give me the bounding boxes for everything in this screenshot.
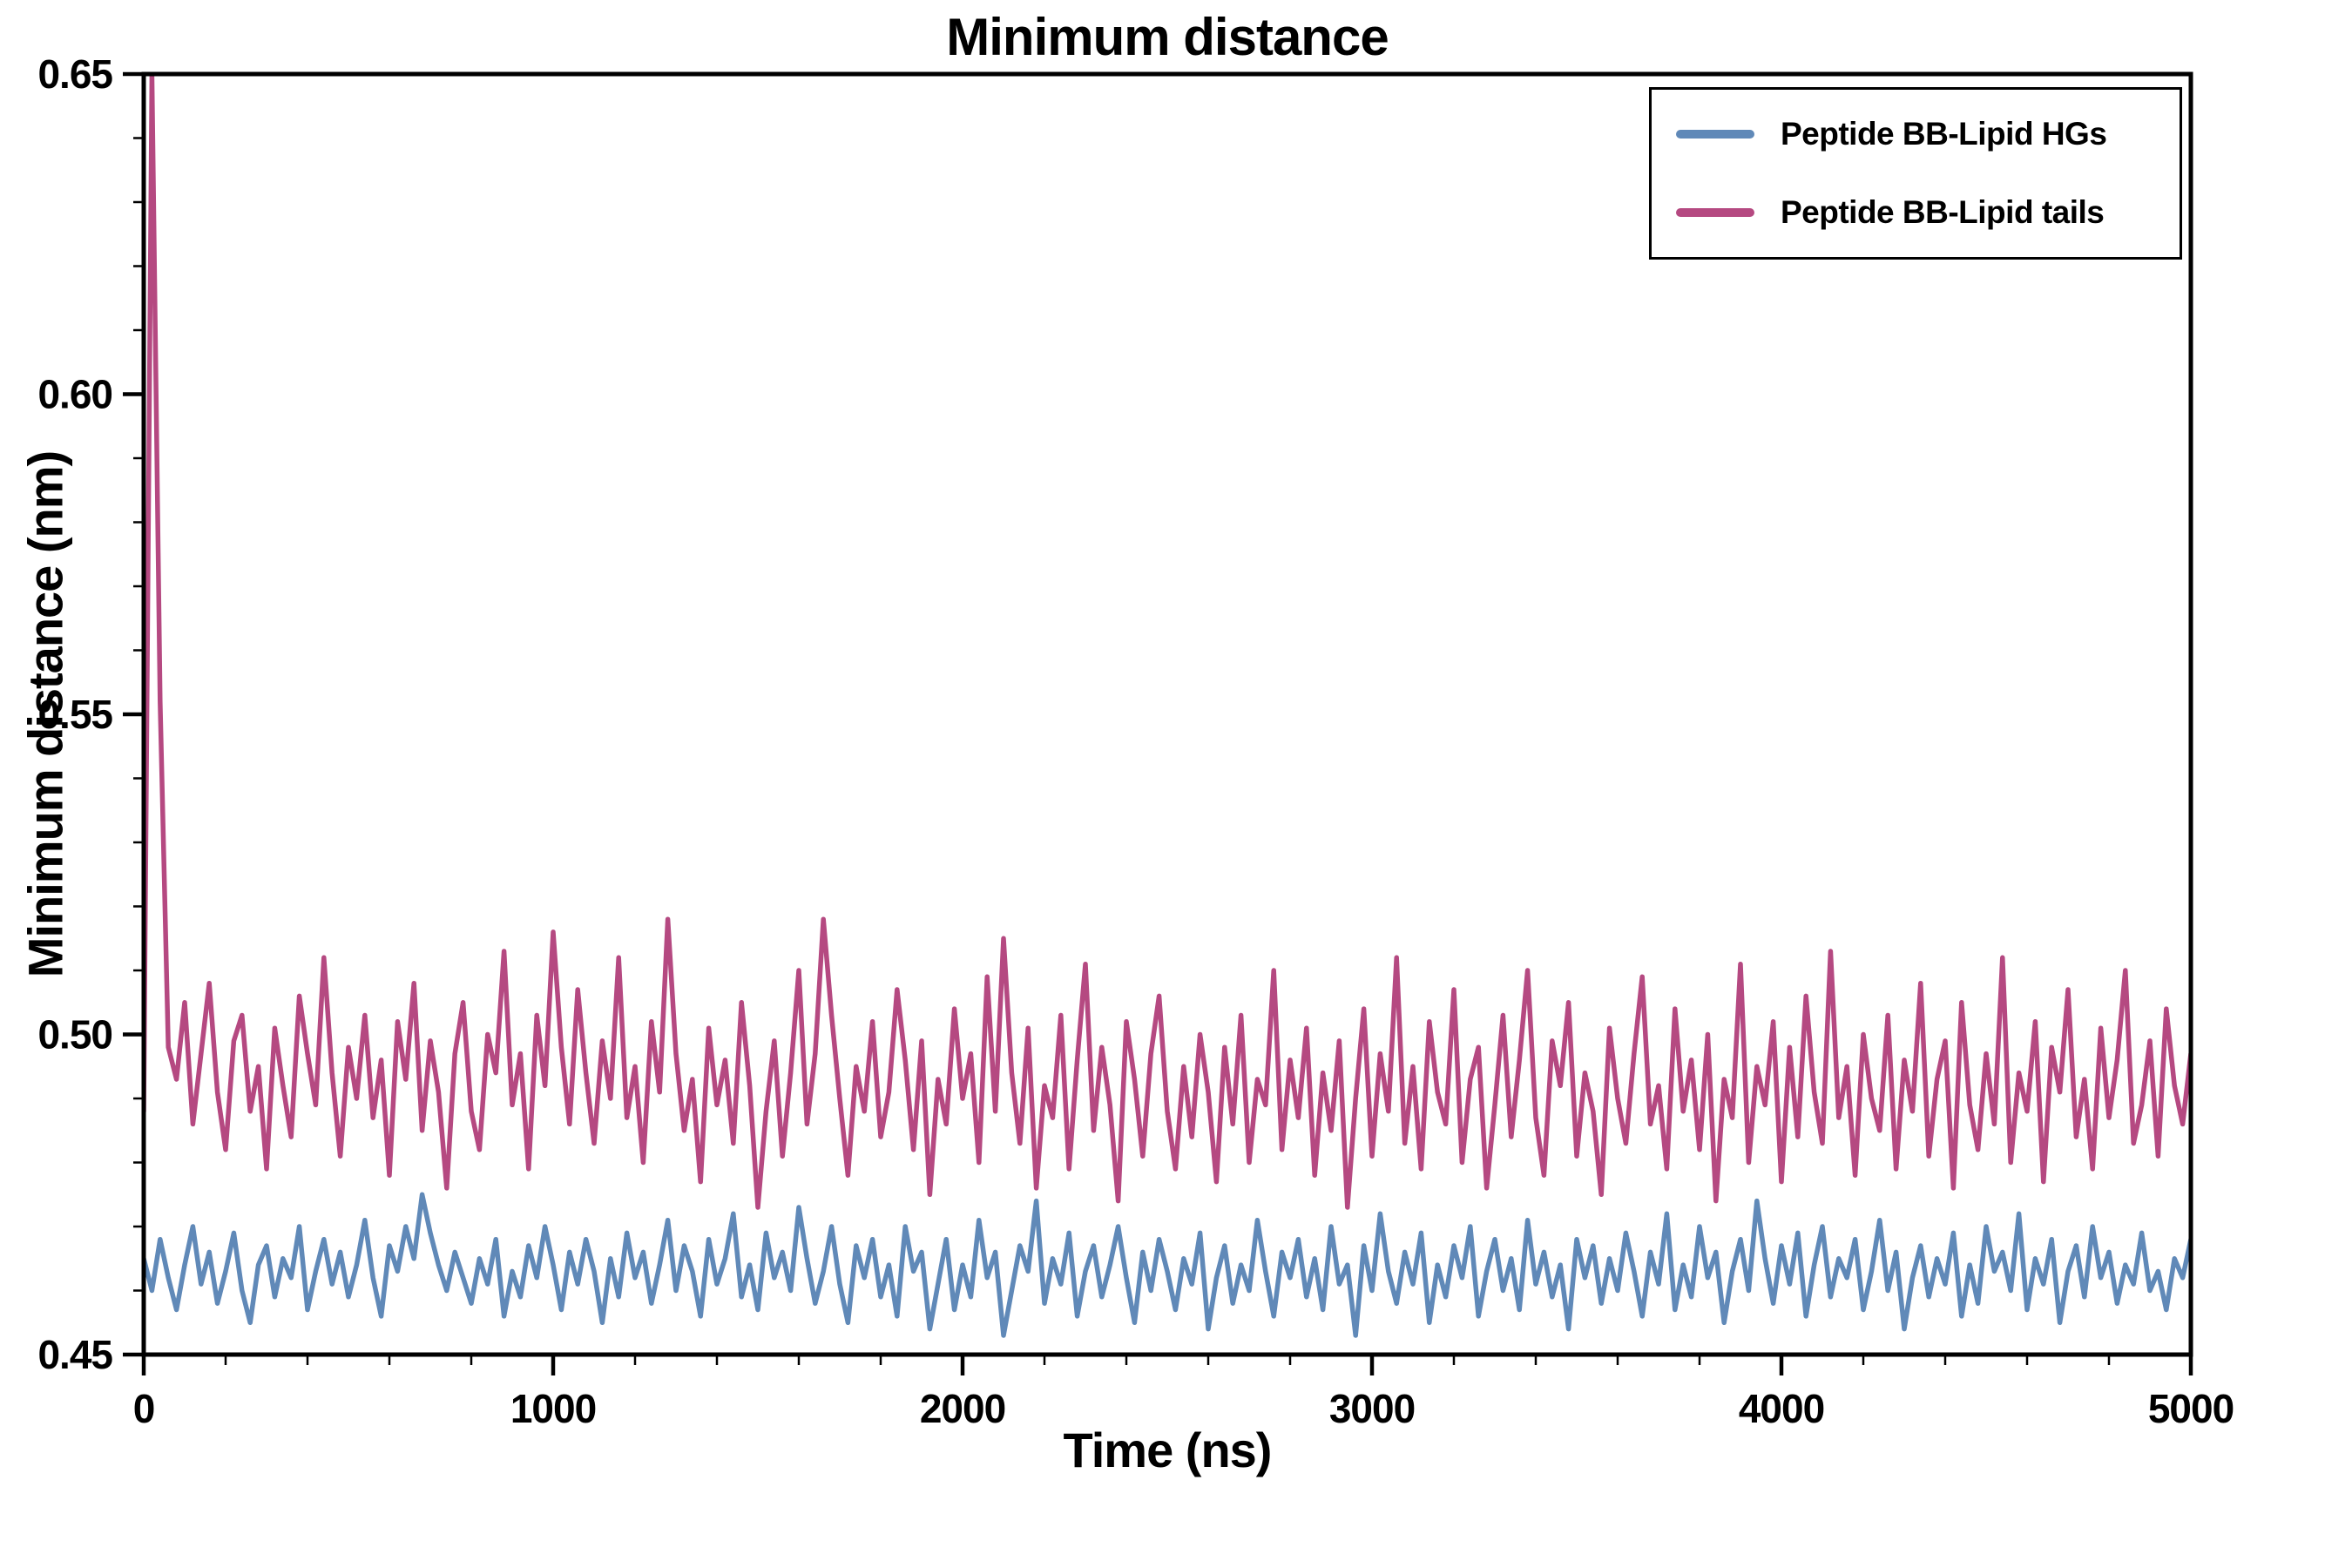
y-tick-label: 0.55 [37,692,112,737]
y-tick-label: 0.45 [37,1332,112,1377]
x-tick-label: 1000 [510,1386,596,1431]
y-axis-label: Minimum distance (nm) [17,450,73,978]
y-tick-label: 0.60 [37,372,112,417]
axes-spines [141,71,2193,1357]
x-tick-label: 2000 [920,1386,1005,1431]
legend: Peptide BB-Lipid HGs Peptide BB-Lipid ta… [1649,87,2182,260]
series-line-0 [144,1192,2191,1338]
chart-title: Minimum distance [946,8,1389,66]
x-tick-label: 5000 [2148,1386,2234,1431]
y-tick-label: 0.50 [37,1012,112,1058]
series-line-1 [144,74,2191,1210]
x-axis-label: Time (ns) [1063,1423,1273,1477]
x-tick-label: 3000 [1329,1386,1415,1431]
y-tick-label: 0.65 [37,51,112,97]
legend-label-hgs: Peptide BB-Lipid HGs [1781,116,2107,152]
legend-swatch-hgs [1676,130,1754,139]
legend-entry-tails: Peptide BB-Lipid tails [1676,194,2155,231]
legend-entry-hgs: Peptide BB-Lipid HGs [1676,116,2155,152]
legend-label-tails: Peptide BB-Lipid tails [1781,194,2105,230]
x-tick-label: 0 [133,1386,155,1431]
x-tick-label: 4000 [1739,1386,1824,1431]
legend-swatch-tails [1676,208,1754,217]
